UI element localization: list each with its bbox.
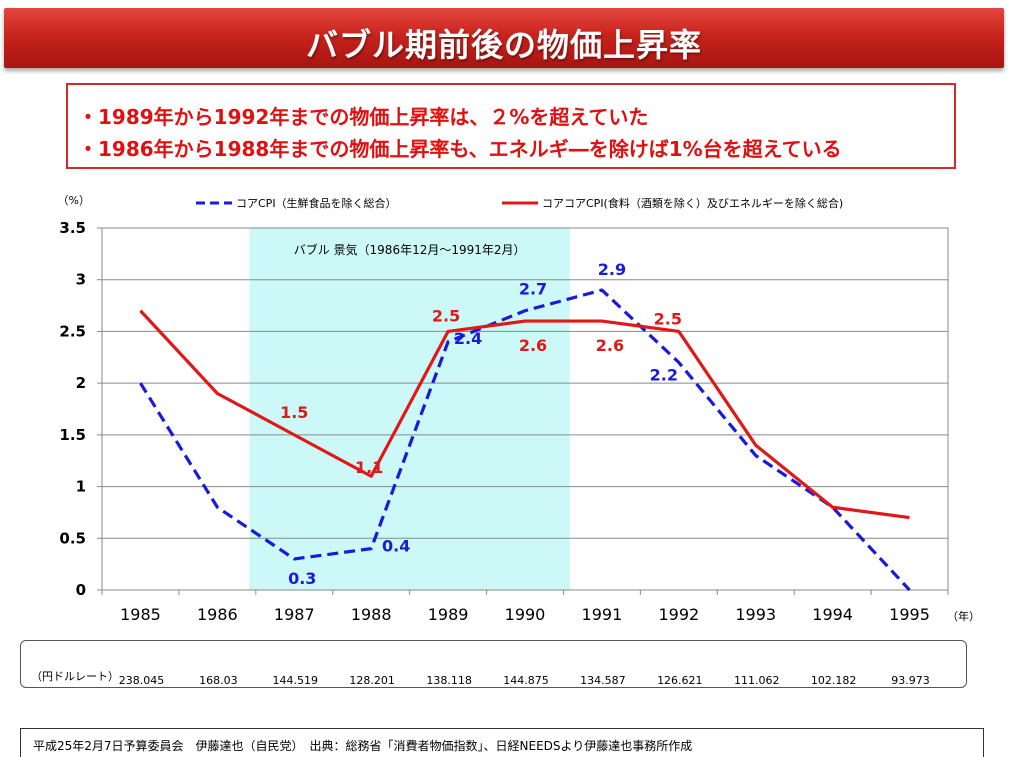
y-tick-label: 0 <box>76 581 86 599</box>
data-label-1-1987: 0.3 <box>288 569 316 588</box>
summary-line-2: ・1986年から1988年までの物価上昇率も、エネルギ―を除けば1%台を超えてい… <box>78 137 842 161</box>
x-tick-label: 1995 <box>889 605 930 624</box>
exchange-rate-value: 138.118 <box>426 674 472 687</box>
y-tick-label: 3.5 <box>59 219 86 237</box>
data-label-2-1991: 2.6 <box>596 336 624 355</box>
data-label-2-1992: 2.5 <box>654 309 682 328</box>
x-unit-label: （年） <box>947 609 980 623</box>
x-tick-label: 1991 <box>582 605 623 624</box>
exchange-rate-value: 144.519 <box>272 674 319 687</box>
exchange-rate-value: 93.973 <box>891 674 930 687</box>
exchange-rate-value: 126.621 <box>657 674 703 687</box>
plot-frame <box>101 227 949 591</box>
y-unit-label: （%） <box>58 194 90 207</box>
y-tick-label: 2.5 <box>59 322 86 340</box>
legend-label-2: コアコアCPI(食料（酒類を除く）及びエネルギーを除く総合) <box>542 196 843 210</box>
data-label-1-1991: 2.9 <box>598 260 626 279</box>
y-tick-label: 1 <box>76 478 86 496</box>
exchange-rate-value: 128.201 <box>349 674 395 687</box>
exchange-rate-value: 168.03 <box>199 674 238 687</box>
data-label-2-1989: 2.5 <box>432 306 460 325</box>
data-label-1-1988: 0.4 <box>382 537 410 556</box>
exchange-rate-value: 134.587 <box>580 674 626 687</box>
x-tick-label: 1987 <box>274 605 315 624</box>
exchange-rate-label: （円ドルレート） <box>31 670 119 683</box>
data-label-1-1992: 2.2 <box>650 365 678 384</box>
exchange-rate-box: （円ドルレート） 238.045 168.03 144.519 128.201 138.… <box>20 640 967 688</box>
exchange-rate-value: 238.045 <box>118 674 165 687</box>
exchange-rate-value: 102.182 <box>810 674 857 687</box>
x-tick-label: 1985 <box>120 605 161 624</box>
series-line-1 <box>139 288 911 592</box>
y-tick-label: 0.5 <box>59 529 86 547</box>
x-tick-label: 1990 <box>505 605 546 624</box>
x-tick-label: 1994 <box>812 605 853 624</box>
data-label-2-1987: 1.5 <box>280 403 308 422</box>
data-label-1-1990: 2.7 <box>519 280 547 299</box>
exchange-rate-value: 144.875 <box>503 674 549 687</box>
summary-line-1: ・1989年から1992年までの物価上昇率は、２%を超えていた <box>78 105 649 129</box>
legend-label-1: コアCPI（生鮮食品を除く総合） <box>236 196 397 210</box>
x-tick-label: 1988 <box>351 605 392 624</box>
series-line-2 <box>139 309 910 520</box>
y-tick-label: 3 <box>76 271 86 289</box>
summary-box: ・1989年から1992年までの物価上昇率は、２%を超えていた ・1986年から… <box>66 83 956 169</box>
x-tick-label: 1992 <box>658 605 699 624</box>
data-label-1-1989: 2.4 <box>454 329 482 348</box>
data-label-2-1990: 2.6 <box>519 336 547 355</box>
x-tick-label: 1989 <box>428 605 469 624</box>
y-tick-label: 2 <box>76 374 86 392</box>
bubble-period-label: バブル 景気（1986年12月～1991年2月） <box>294 242 526 257</box>
data-label-2-1988: 1.1 <box>355 458 383 477</box>
exchange-rate-value: 111.062 <box>733 674 780 687</box>
y-tick-label: 1.5 <box>59 426 86 444</box>
x-tick-label: 1986 <box>197 605 238 624</box>
source-footer: 平成25年2月7日予算委員会 伊藤達也（自民党） 出典：総務省「消費者物価指数」… <box>20 728 984 757</box>
source-text: 平成25年2月7日予算委員会 伊藤達也（自民党） 出典：総務省「消費者物価指数」… <box>33 739 693 753</box>
page-title: バブル期前後の物価上昇率 <box>305 26 702 64</box>
bubble-period-shading <box>249 228 570 590</box>
inflation-chart: バブル 景気（1986年12月～1991年2月） 0 0.5 1 1.5 2 2.5 3 3.5… <box>58 194 980 624</box>
title-banner: バブル期前後の物価上昇率 <box>4 8 1004 68</box>
x-tick-label: 1993 <box>735 605 776 624</box>
